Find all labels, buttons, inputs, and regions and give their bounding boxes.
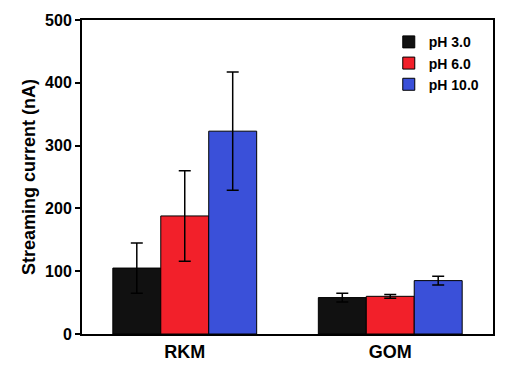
svg-text:0: 0 [63, 326, 72, 343]
svg-text:200: 200 [45, 200, 72, 217]
svg-text:pH 6.0: pH 6.0 [429, 56, 471, 72]
svg-text:pH 10.0: pH 10.0 [429, 77, 479, 93]
svg-text:100: 100 [45, 263, 72, 280]
svg-text:500: 500 [45, 12, 72, 29]
svg-text:pH 3.0: pH 3.0 [429, 34, 471, 50]
svg-text:RKM: RKM [164, 342, 205, 362]
svg-text:400: 400 [45, 74, 72, 91]
svg-text:Streaming current (nA): Streaming current (nA) [19, 79, 39, 275]
svg-text:300: 300 [45, 137, 72, 154]
svg-text:GOM: GOM [369, 342, 412, 362]
